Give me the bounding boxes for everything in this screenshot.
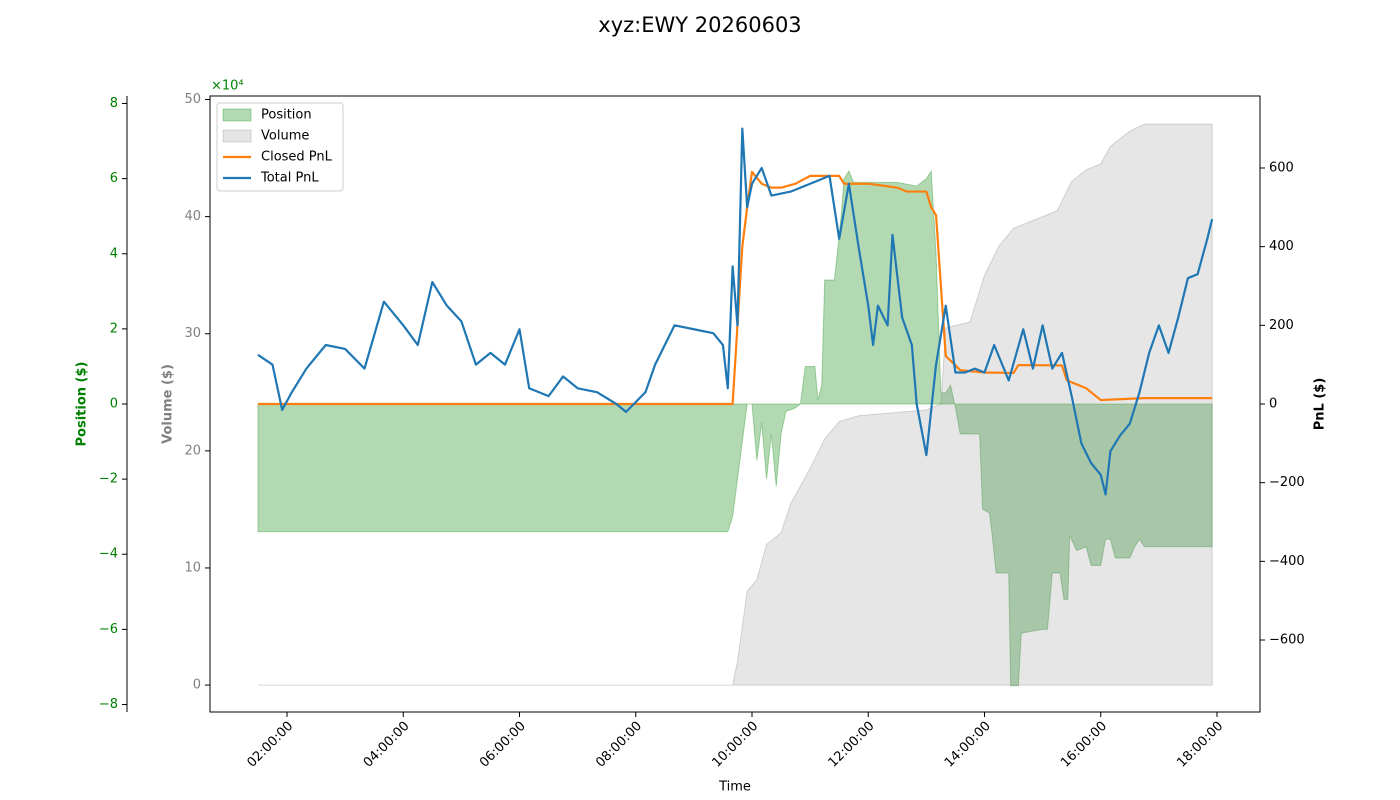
x-tick-label: 12:00:00 [826, 719, 878, 771]
y-axis-label: Volume ($) [161, 364, 176, 444]
x-tick-label: 18:00:00 [1174, 719, 1226, 771]
y-tick-label: 0 [193, 678, 201, 693]
chart-title: xyz:EWY 20260603 [598, 13, 801, 37]
y3-tick-label: −6 [99, 622, 118, 637]
y3-tick-label: 4 [110, 246, 118, 261]
x-tick-label: 08:00:00 [593, 719, 645, 771]
plot-area [257, 123, 1214, 687]
y2-tick-label: 0 [1269, 397, 1277, 412]
y-tick-label: 40 [184, 209, 201, 224]
y3-tick-label: 8 [110, 96, 118, 111]
legend-swatch [222, 129, 252, 143]
y-tick-label: 10 [184, 560, 201, 575]
legend-swatch [222, 108, 252, 122]
area [257, 123, 1213, 686]
legend-label: Closed PnL [261, 150, 333, 165]
x-tick-label: 10:00:00 [709, 719, 761, 771]
y3-tick-label: 2 [110, 321, 118, 336]
y3-tick-label: −8 [99, 697, 118, 712]
line [257, 127, 1214, 496]
y3-tick-label: −4 [99, 547, 118, 562]
area [257, 169, 1213, 687]
legend-label: Volume [261, 129, 309, 144]
y3-offset-label: ×10⁴ [211, 79, 244, 94]
y-tick-label: 30 [184, 326, 201, 341]
y3-tick-label: −2 [99, 472, 118, 487]
x-axis-label: Time [718, 780, 751, 795]
x-tick-label: 02:00:00 [244, 719, 296, 771]
y2-tick-label: 200 [1269, 318, 1294, 333]
y2-tick-label: 600 [1269, 160, 1294, 175]
y3-tick-label: 0 [110, 397, 118, 412]
y-tick-label: 20 [184, 443, 201, 458]
legend-frame [216, 102, 344, 192]
line [257, 170, 1213, 406]
y3-axis-label: Position ($) [75, 362, 90, 447]
legend: Position Volume Closed PnL Total PnL [216, 102, 344, 192]
legend-label: Total PnL [260, 171, 319, 186]
y2-tick-label: −400 [1269, 554, 1305, 569]
x-tick-label: 14:00:00 [942, 719, 994, 771]
x-tick-label: 16:00:00 [1058, 719, 1110, 771]
y-tick-label: 50 [184, 92, 201, 107]
x-tick-label: 04:00:00 [361, 719, 413, 771]
y3-tick-label: 6 [110, 171, 118, 186]
y2-tick-label: 400 [1269, 239, 1294, 254]
x-tick-label: 06:00:00 [477, 719, 529, 771]
y2-axis-label: PnL ($) [1313, 378, 1328, 431]
y2-tick-label: −600 [1269, 633, 1305, 648]
legend-label: Position [261, 108, 312, 123]
y2-tick-label: −200 [1269, 475, 1305, 490]
